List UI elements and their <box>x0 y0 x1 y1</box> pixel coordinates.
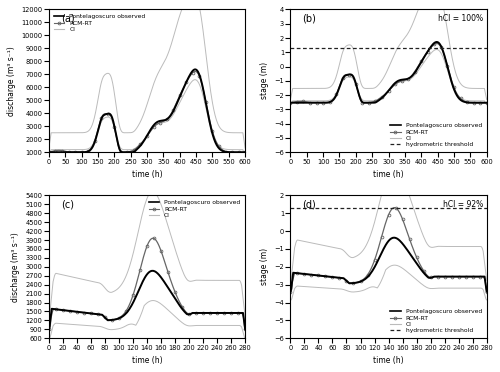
Y-axis label: discharge (m³ s⁻¹): discharge (m³ s⁻¹) <box>7 46 16 116</box>
X-axis label: time (h): time (h) <box>132 170 162 179</box>
Legend: Pontelagoscuro observed, RCM-RT, CI, hydrometric threshold: Pontelagoscuro observed, RCM-RT, CI, hyd… <box>388 307 484 335</box>
Text: (d): (d) <box>302 200 316 210</box>
Y-axis label: stage (m): stage (m) <box>260 248 269 285</box>
X-axis label: time (h): time (h) <box>132 356 162 365</box>
X-axis label: time (h): time (h) <box>373 170 404 179</box>
Text: (a): (a) <box>60 14 74 24</box>
Legend: Pontelagoscuro observed, RCM-RT, CI, hydrometric threshold: Pontelagoscuro observed, RCM-RT, CI, hyd… <box>388 121 484 149</box>
Text: (c): (c) <box>60 200 74 210</box>
Y-axis label: stage (m): stage (m) <box>260 62 269 99</box>
Text: (b): (b) <box>302 14 316 24</box>
Legend: Pontelagoscuro observed, RCM-RT, CI: Pontelagoscuro observed, RCM-RT, CI <box>52 12 147 34</box>
Text: hCI = 100%: hCI = 100% <box>438 14 483 23</box>
X-axis label: time (h): time (h) <box>373 356 404 365</box>
Legend: Pontelagoscuro observed, RCM-RT, CI: Pontelagoscuro observed, RCM-RT, CI <box>147 198 242 220</box>
Y-axis label: discharge (m³ s⁻¹): discharge (m³ s⁻¹) <box>11 232 20 302</box>
Text: hCI = 92%: hCI = 92% <box>442 200 483 209</box>
